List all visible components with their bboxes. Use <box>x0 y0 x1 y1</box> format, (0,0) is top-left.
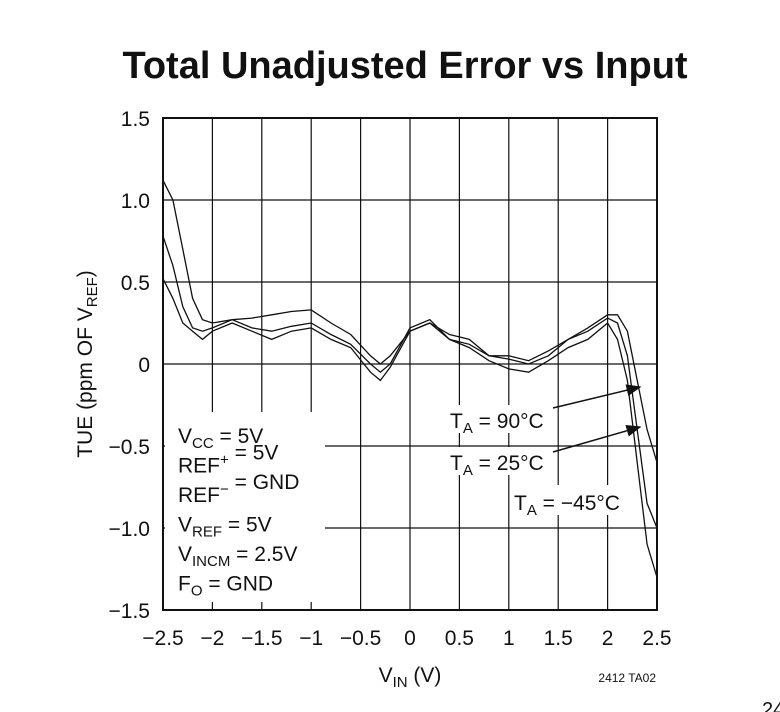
series-line <box>162 278 658 578</box>
page-number: 24 <box>762 699 780 712</box>
annotation: TA = 25°C <box>450 452 544 479</box>
text-part: A <box>527 502 537 519</box>
text-part: REF <box>178 455 220 478</box>
text-part: = GND <box>203 573 274 596</box>
text-part: REF <box>192 524 222 541</box>
annotation: TA = 90°C <box>450 410 544 437</box>
text-part: − <box>220 481 229 498</box>
arrow <box>552 384 642 409</box>
plot-frame <box>162 117 658 611</box>
text-part: = 2.5V <box>230 543 297 566</box>
x-tick-label: 0 <box>404 627 416 650</box>
condition: REF− = GND <box>178 471 299 507</box>
text-part: = 5V <box>222 514 272 537</box>
condition: VCC = 5V <box>178 425 263 452</box>
annotation-bg <box>445 447 555 475</box>
arrow <box>552 424 642 453</box>
text-part: V <box>178 543 192 566</box>
annotation-bg <box>445 405 555 433</box>
y-tick-label: −1.5 <box>109 600 150 623</box>
condition: VINCM = 2.5V <box>178 543 297 570</box>
text-part: + <box>220 452 229 469</box>
y-tick-label: −0.5 <box>109 436 150 459</box>
text-part: V <box>178 425 192 448</box>
x-tick-label: −1 <box>299 627 323 650</box>
conditions-bg <box>165 412 325 602</box>
text-part: T <box>450 410 463 433</box>
x-tick-label: 2.5 <box>642 627 671 650</box>
x-tick-label: 1 <box>503 627 515 650</box>
annotation: TA = −45°C <box>514 492 620 519</box>
text-part: = 25°C <box>473 452 544 475</box>
series-line <box>162 235 658 529</box>
y-axis-label: TUE (ppm OF VREF) <box>74 270 101 458</box>
text-part: = 5V <box>229 442 279 465</box>
x-tick-label: 2 <box>602 627 614 650</box>
text-part: = −45°C <box>537 492 620 515</box>
text-part: = 5V <box>214 425 264 448</box>
text-part: V <box>178 514 192 537</box>
x-tick-label: −2 <box>200 627 224 650</box>
text-part: = 90°C <box>473 410 544 433</box>
condition: FO = GND <box>178 573 273 600</box>
x-tick-label: 0.5 <box>445 627 474 650</box>
text-part: F <box>178 573 191 596</box>
x-tick-label: −0.5 <box>340 627 381 650</box>
condition: VREF = 5V <box>178 514 272 541</box>
series-line <box>162 180 658 463</box>
text-part: T <box>514 492 527 515</box>
text-part: = GND <box>229 471 300 494</box>
y-tick-label: 0 <box>138 354 150 377</box>
text-part: INCM <box>192 553 230 570</box>
x-tick-label: −2.5 <box>142 627 183 650</box>
y-tick-label: 0.5 <box>121 272 150 295</box>
text-part: REF <box>178 484 220 507</box>
text-part: A <box>463 462 473 479</box>
text-part: A <box>463 420 473 437</box>
y-tick-label: 1.0 <box>121 190 150 213</box>
x-tick-label: 1.5 <box>544 627 573 650</box>
y-tick-label: 1.5 <box>121 108 150 131</box>
text-part: O <box>191 583 203 600</box>
chart-title: Total Unadjusted Error vs Input <box>122 45 687 87</box>
text-part: T <box>450 452 463 475</box>
text-part: CC <box>192 435 214 452</box>
x-axis-label: VIN (V) <box>379 664 442 691</box>
x-tick-label: −1.5 <box>241 627 282 650</box>
y-tick-label: −1.0 <box>109 518 150 541</box>
condition: REF+ = 5V <box>178 442 278 478</box>
figure-code: 2412 TA02 <box>598 671 656 685</box>
annotation-bg <box>510 485 635 515</box>
